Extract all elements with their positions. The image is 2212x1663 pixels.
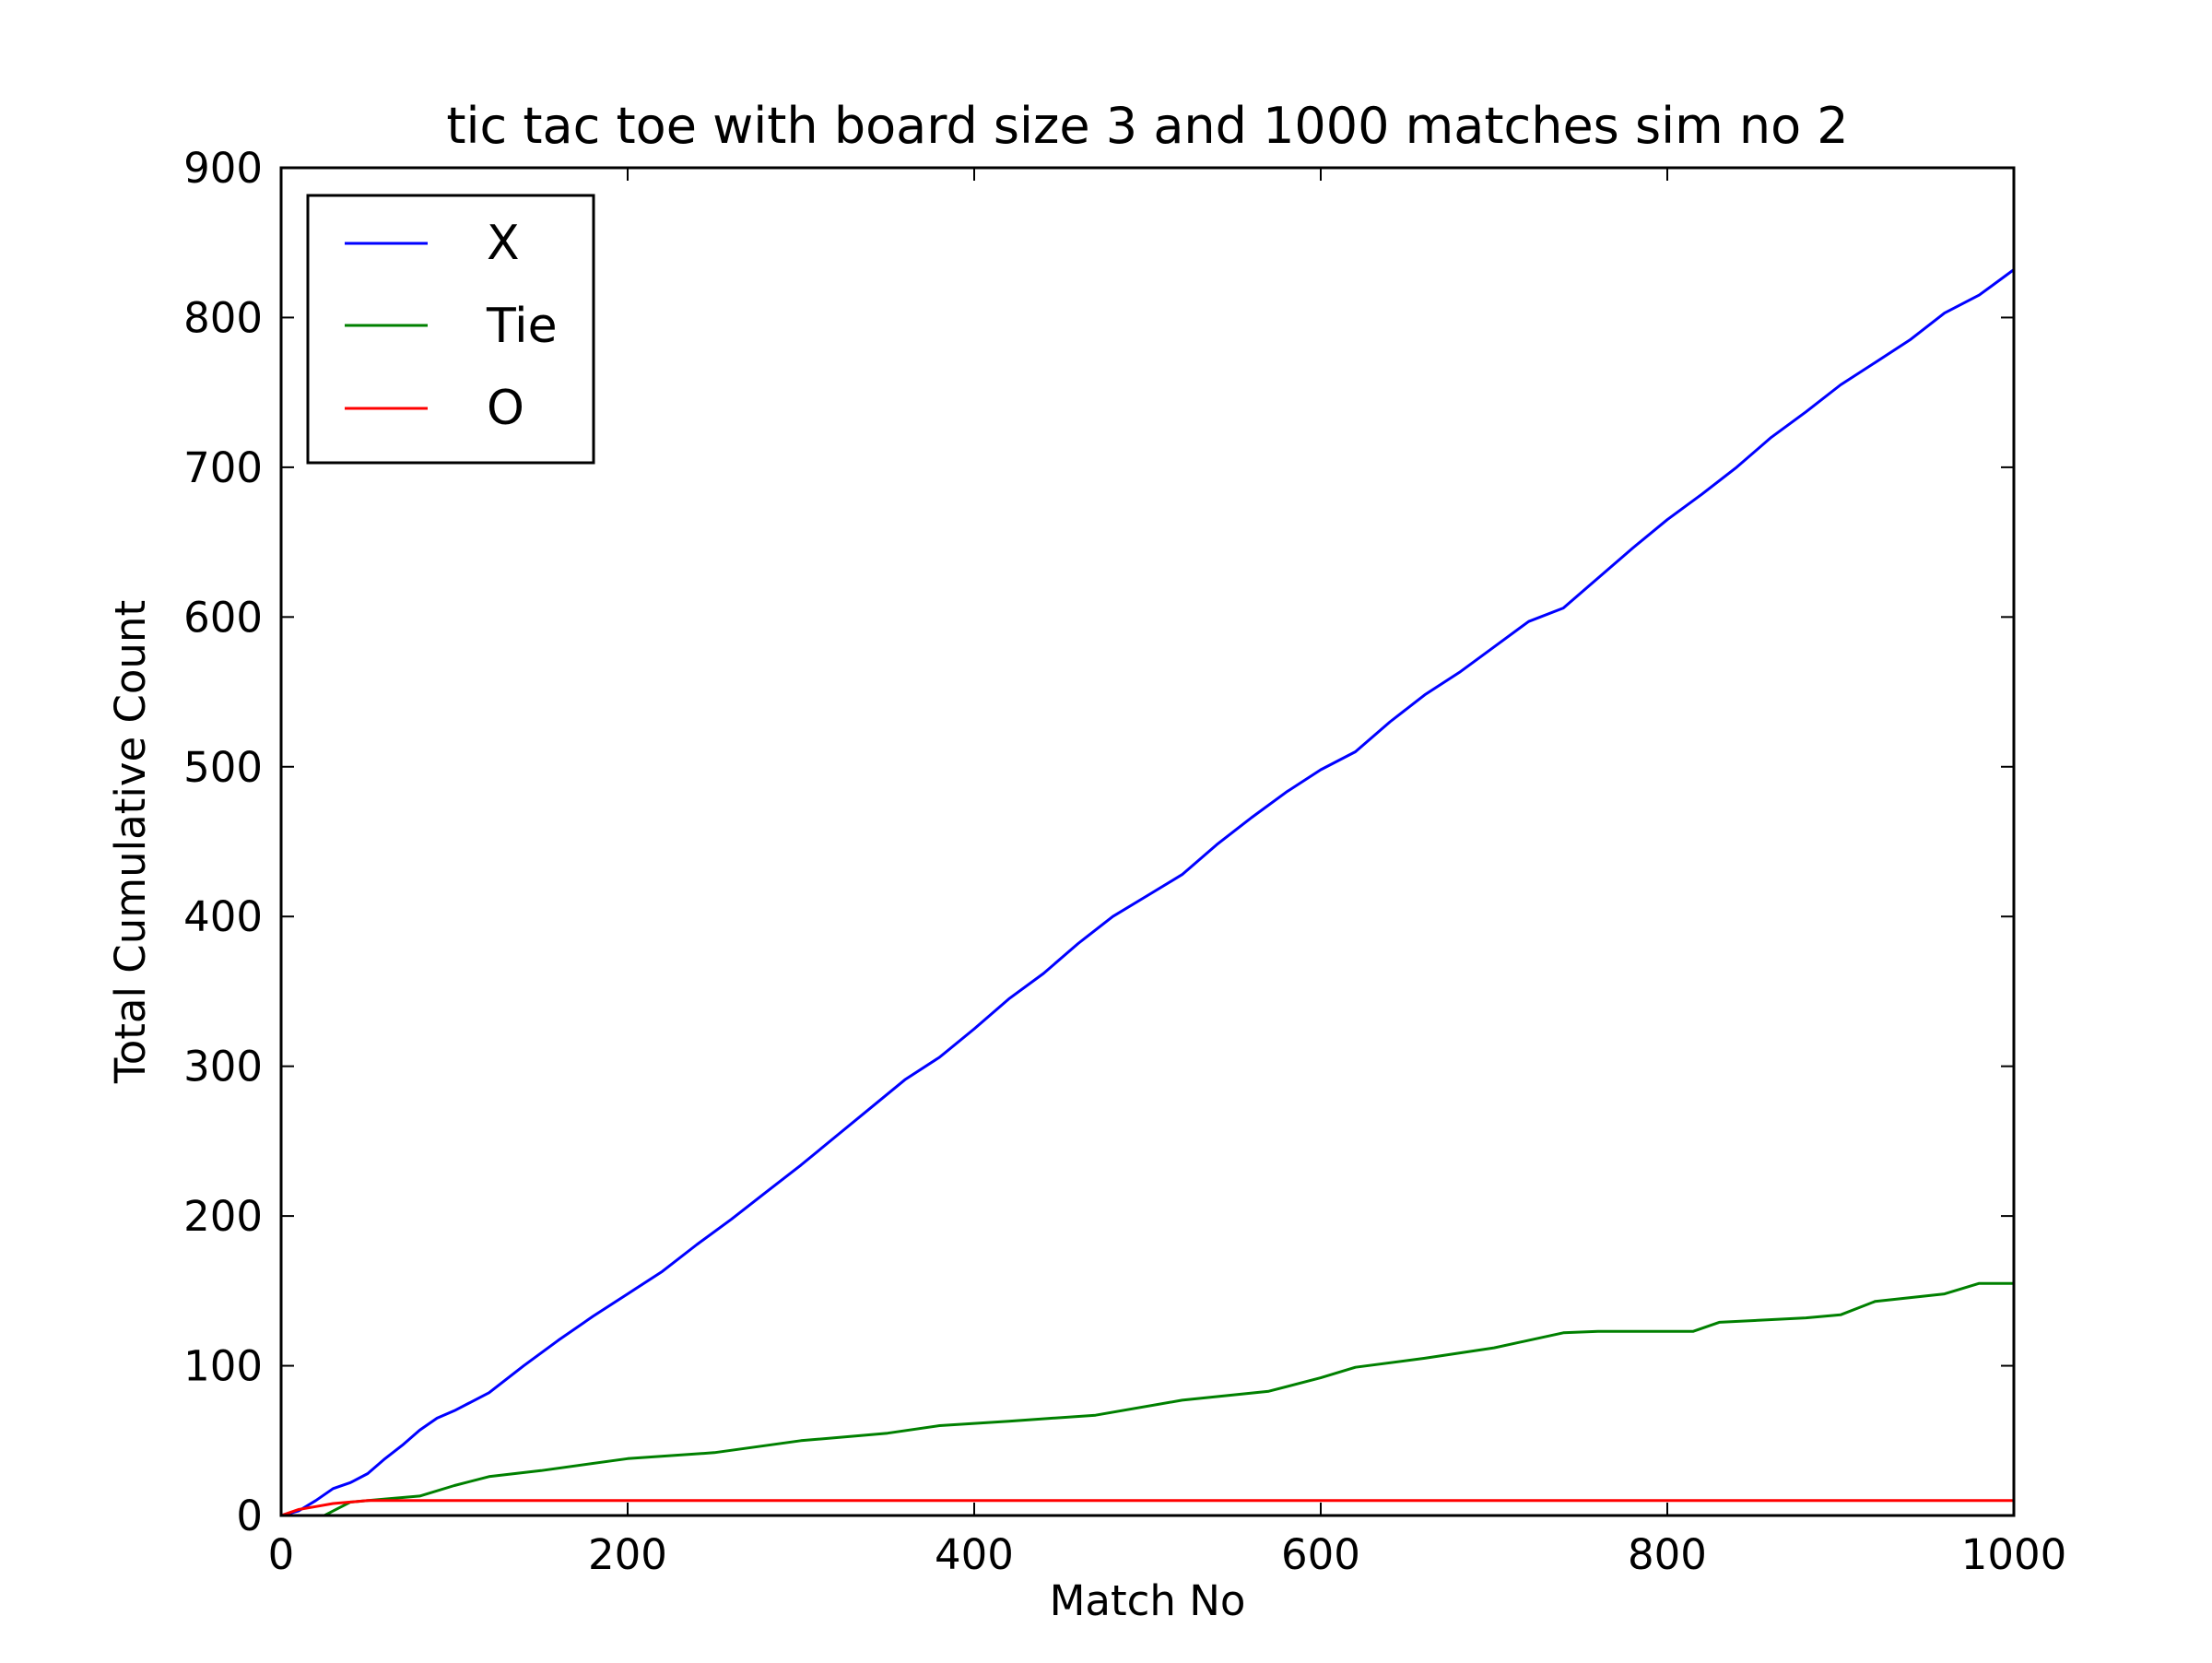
x-tick-label: 600 (1281, 1530, 1360, 1579)
legend-label-tie: Tie (486, 299, 558, 354)
x-axis-label: Match No (1050, 1576, 1246, 1625)
plot-area-frame (279, 166, 2016, 1517)
legend-label-x: X (487, 216, 520, 271)
y-axis-label: Total Cumulative Count (106, 600, 155, 1084)
y-tick-label: 900 (183, 144, 263, 193)
x-tick-label: 400 (935, 1530, 1014, 1579)
series-layer (280, 268, 2015, 1517)
y-tick-label: 600 (183, 593, 263, 642)
y-tick-label: 0 (236, 1492, 263, 1540)
y-tick-label: 500 (183, 743, 263, 792)
legend-frame (306, 194, 595, 465)
y-tick-label: 100 (183, 1342, 263, 1391)
series-line-tie (281, 1281, 2014, 1517)
legend-label-o: O (487, 381, 524, 436)
x-tick-label: 0 (268, 1530, 295, 1579)
y-tick-label: 300 (183, 1043, 263, 1091)
series-line-o (280, 1499, 2014, 1517)
y-tick-label: 700 (183, 443, 263, 492)
x-tick-label: 800 (1628, 1530, 1707, 1579)
y-tick-label: 400 (183, 892, 263, 941)
x-tick-label: 1000 (1961, 1530, 2067, 1579)
series-line-x (280, 268, 2015, 1517)
x-tick-label: 200 (588, 1530, 667, 1579)
ticks-layer: 0 200 400 600 800 1000 0 100 200 300 400 500 600 700 8… (183, 144, 2066, 1579)
legend: X Tie O (306, 194, 595, 465)
y-tick-label: 800 (183, 293, 263, 342)
chart-title: tic tac toe with board size 3 and 1000 m… (446, 97, 1848, 155)
y-tick-label: 200 (183, 1192, 263, 1241)
